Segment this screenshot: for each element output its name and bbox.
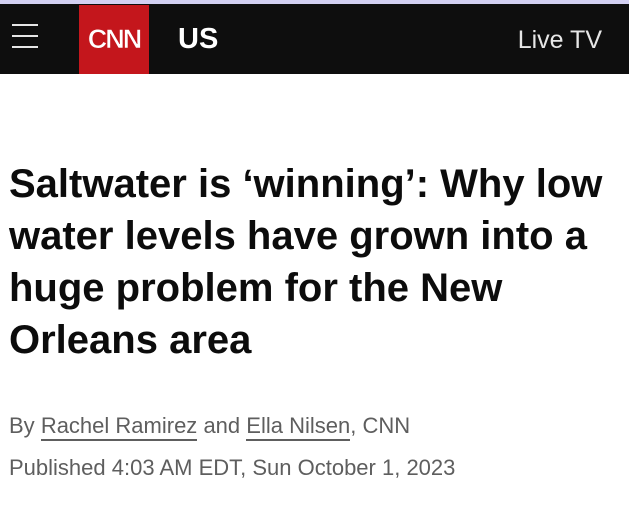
section-link-us[interactable]: US [178,23,219,55]
byline-prefix: By [9,413,35,438]
hamburger-menu-icon[interactable] [12,24,38,54]
article-headline: Saltwater is ‘winning’: Why low water le… [9,162,603,362]
top-nav: CNN US Live TV [0,4,629,74]
live-tv-link[interactable]: Live TV [517,26,602,54]
byline-conjunction: and [203,413,241,438]
author-link[interactable]: Rachel Ramirez [40,413,198,441]
cnn-logo-text: CNN [87,24,142,55]
published-timestamp: Published 4:03 AM EDT, Sun October 1, 20… [9,455,456,480]
cnn-logo[interactable]: CNN [79,5,149,74]
browser-top-strip [0,0,629,4]
byline: By Rachel Ramirez and Ella Nilsen, CNN [9,413,411,441]
author-link[interactable]: Ella Nilsen [246,413,351,441]
byline-suffix: , CNN [350,413,411,438]
